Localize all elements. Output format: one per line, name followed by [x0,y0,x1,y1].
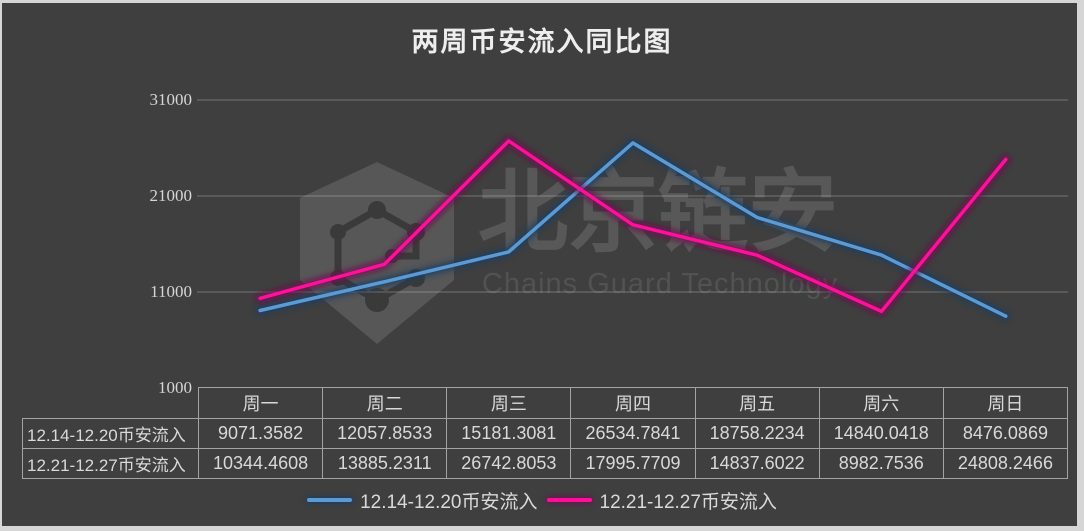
table-cell: 18758.2234 [694,418,820,449]
table-header-sat: 周六 [818,387,944,419]
series-line-0-core [258,141,1008,318]
legend-item-week2: 12.21-12.27币安流入 [546,487,777,514]
table-header-fri: 周五 [694,387,820,419]
table-cell: 15181.3081 [446,418,572,449]
table-cell: 9071.3582 [197,418,324,449]
legend-item-week1: 12.14-12.20币安流入 [307,487,538,514]
table-cell: 12057.8533 [322,418,448,449]
table-cell: 8476.0869 [942,418,1069,449]
watermark-text-en: Chains Guard Technology [481,268,839,300]
table-row-label: 12.21-12.27币安流入 [22,448,199,479]
legend-label: 12.21-12.27币安流入 [599,491,777,513]
legend-label: 12.14-12.20币安流入 [360,491,538,513]
table-row: 12.21-12.27币安流入 10344.4608 13885.2311 26… [22,448,1069,479]
y-axis-tick-1000: 1000 [158,378,192,397]
y-axis-tick-31000: 31000 [149,90,193,109]
table-header-sun: 周日 [942,387,1069,419]
table-cell: 14840.0418 [818,418,944,449]
table-cell: 26742.8053 [446,448,572,479]
chart-legend: 12.14-12.20币安流入 12.21-12.27币安流入 [0,486,1084,514]
table-cell: 10344.4608 [197,448,324,479]
table-cell: 17995.7709 [570,448,696,479]
table-row: 12.14-12.20币安流入 9071.3582 12057.8533 151… [22,418,1069,449]
table-cell: 14837.6022 [694,448,820,479]
table-header-wed: 周三 [446,387,572,419]
table-cell: 13885.2311 [322,448,448,479]
table-cell: 24808.2466 [942,448,1069,479]
chart-title: 两周币安流入同比图 [411,27,673,57]
table-header-tue: 周二 [322,387,448,419]
watermark-text-cn: 北京链安 [478,163,838,263]
y-axis-tick-21000: 21000 [149,186,193,205]
y-axis-tick-11000: 11000 [150,282,192,301]
table-header-thu: 周四 [570,387,696,419]
table-header-row: 周一 周二 周三 周四 周五 周六 周日 [23,387,1069,419]
series-line-1-core [258,139,1008,314]
table-header-mon: 周一 [197,387,324,419]
data-table: 周一 周二 周三 周四 周五 周六 周日 12.14-12.20币安流入 907… [22,387,1069,479]
table-cell: 8982.7536 [818,448,944,479]
table-row-label: 12.14-12.20币安流入 [22,418,199,449]
table-corner-cell [23,388,199,419]
legend-line-swatch-pink [546,498,592,502]
table-cell: 26534.7841 [570,418,696,449]
legend-line-swatch-blue [307,498,353,502]
